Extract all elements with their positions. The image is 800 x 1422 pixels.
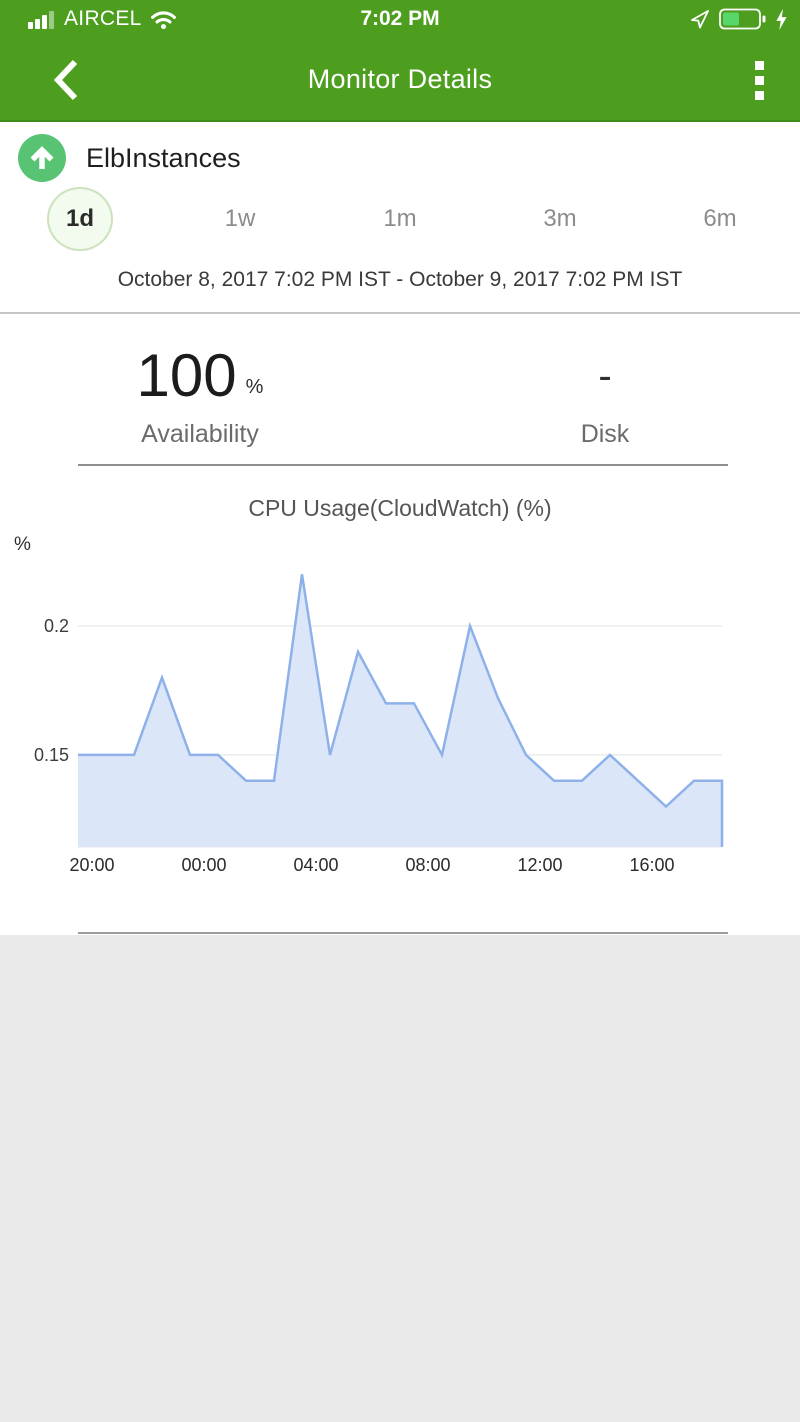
- range-tab-1w[interactable]: 1w: [160, 186, 320, 252]
- status-up-icon: [18, 134, 66, 182]
- menu-dot-icon: [754, 60, 764, 70]
- availability-unit: %: [245, 376, 264, 398]
- disk-label: Disk: [580, 420, 630, 448]
- back-chevron-icon: [53, 59, 78, 101]
- monitor-name: ElbInstances: [86, 142, 241, 173]
- monitor-header: ElbInstances 1d 1w 1m 3m 6m October 8, 2017 …: [0, 122, 800, 314]
- status-bar-left: AIRCEL: [28, 0, 177, 38]
- x-tick-label: 12:00: [517, 855, 562, 875]
- range-tab-label: 1w: [224, 205, 256, 232]
- date-range-label: October 8, 2017 7:02 PM IST - October 9,…: [117, 268, 683, 291]
- x-tick-label: 00:00: [181, 855, 226, 875]
- wifi-icon: [150, 10, 176, 29]
- availability-label: Availability: [141, 420, 259, 448]
- range-tab-label: 1d: [47, 187, 113, 251]
- range-tab-label: 3m: [543, 205, 577, 232]
- status-bar: AIRCEL 7:02 PM: [0, 0, 800, 38]
- status-bar-right: [689, 0, 788, 38]
- range-tab-1d[interactable]: 1d: [0, 186, 160, 252]
- battery-icon: [719, 8, 766, 30]
- x-tick-label: 20:00: [69, 855, 114, 875]
- x-tick-label: 16:00: [629, 855, 674, 875]
- y-tick-label: 0.2: [44, 616, 69, 636]
- location-arrow-icon: [691, 10, 709, 29]
- cpu-usage-chart[interactable]: 0.2 0.15 20:00 00:00 04:00 08:00 12:00 16:00: [0, 555, 800, 885]
- area-shape: [78, 574, 722, 847]
- cell-signal-icon: [28, 11, 54, 29]
- stat-disk: - Disk: [475, 340, 735, 449]
- back-button[interactable]: [46, 57, 86, 103]
- x-tick-label: 04:00: [293, 855, 338, 875]
- status-bar-clock: 7:02 PM: [360, 7, 440, 30]
- page-title: Monitor Details: [307, 63, 493, 94]
- divider: [78, 932, 728, 934]
- nav-bar: Monitor Details: [0, 38, 800, 122]
- monitor-row[interactable]: ElbInstances: [18, 134, 241, 182]
- range-tab-1m[interactable]: 1m: [320, 186, 480, 252]
- overflow-menu-button[interactable]: [744, 55, 774, 105]
- menu-dot-icon: [754, 75, 764, 85]
- x-tick-label: 08:00: [405, 855, 450, 875]
- stat-availability: 100 % Availability: [70, 340, 330, 449]
- line-shape: [78, 574, 724, 847]
- carrier-label: AIRCEL: [64, 7, 142, 30]
- range-tab-label: 6m: [703, 205, 737, 232]
- disk-value: -: [598, 354, 612, 398]
- chart-title: CPU Usage(CloudWatch) (%): [248, 495, 552, 521]
- range-tab-3m[interactable]: 3m: [480, 186, 640, 252]
- range-tabs: 1d 1w 1m 3m 6m: [0, 186, 800, 252]
- metrics-card: 100 % Availability - Disk CPU Usage(Clou…: [0, 314, 800, 935]
- charging-bolt-icon: [776, 8, 787, 30]
- divider: [78, 464, 728, 466]
- menu-dot-icon: [754, 90, 764, 100]
- range-tab-label: 1m: [383, 205, 417, 232]
- chart-y-axis-unit: %: [14, 534, 31, 555]
- range-tab-6m[interactable]: 6m: [640, 186, 800, 252]
- availability-value: 100: [136, 342, 237, 409]
- y-tick-label: 0.15: [34, 745, 69, 765]
